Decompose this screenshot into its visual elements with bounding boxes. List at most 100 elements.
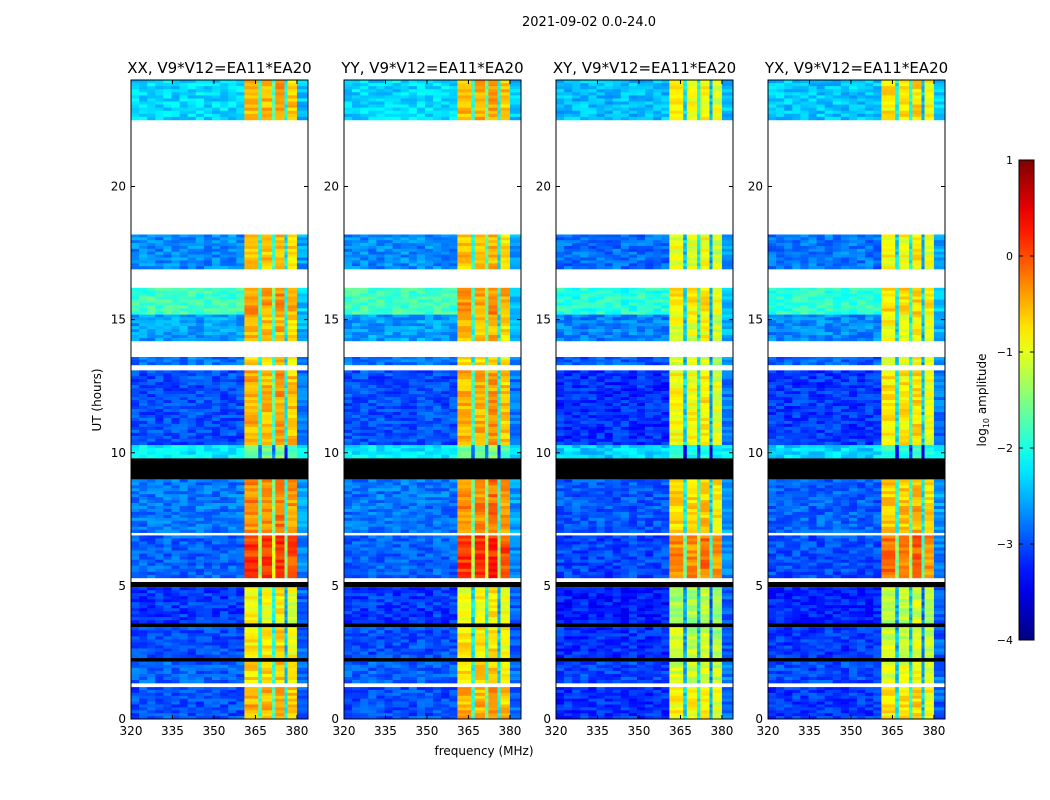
heatmap-cell (485, 553, 489, 557)
heatmap-cell (139, 680, 148, 684)
heatmap-cell (244, 423, 259, 428)
heatmap-cell (236, 320, 245, 324)
heatmap-cell (497, 514, 501, 519)
heatmap-cell (275, 710, 285, 714)
heatmap-cell (236, 544, 245, 548)
heatmap-cell (163, 673, 172, 678)
heatmap-cell (171, 95, 180, 99)
heatmap-cell (155, 394, 164, 398)
heatmap-cell (203, 254, 213, 258)
heatmap-cell (163, 599, 172, 603)
heatmap-cell (244, 571, 259, 576)
heatmap-cell (171, 438, 180, 443)
heatmap-cell (139, 98, 148, 102)
heatmap-cell (497, 565, 501, 570)
heatmap-cell (220, 302, 229, 306)
heatmap-cell (400, 614, 410, 618)
heatmap-cell (284, 639, 288, 643)
heatmap-cell (258, 403, 263, 407)
heatmap-cell (416, 523, 426, 528)
heatmap-cell (275, 302, 285, 306)
heatmap-cell (296, 382, 309, 386)
heatmap-cell (163, 104, 172, 108)
heatmap-cell (471, 661, 476, 666)
heatmap-cell (187, 608, 197, 612)
heatmap-cell (131, 571, 140, 576)
heatmap-cell (449, 617, 458, 621)
heatmap-cell (258, 645, 263, 649)
heatmap-cell (220, 503, 229, 507)
heatmap-cell (509, 661, 522, 666)
heatmap-cell (424, 599, 434, 603)
heatmap-cell (163, 107, 172, 112)
heatmap-cell (416, 687, 426, 691)
heatmap-cell (258, 642, 263, 646)
heatmap-cell (287, 240, 298, 244)
heatmap-cell (449, 526, 458, 530)
heatmap-cell (376, 517, 385, 522)
heatmap-cell (272, 661, 276, 666)
heatmap-cell (187, 707, 197, 711)
heatmap-cell (509, 538, 522, 542)
heatmap-cell (131, 544, 140, 548)
heatmap-cell (474, 701, 486, 705)
heatmap-cell (400, 544, 410, 548)
heatmap-cell (272, 673, 276, 678)
heatmap-cell (400, 648, 410, 652)
heatmap-cell (284, 243, 288, 247)
heatmap-cell (147, 526, 156, 530)
heatmap-cell (203, 689, 213, 694)
heatmap-cell (211, 257, 221, 261)
heatmap-cell (187, 482, 197, 486)
heatmap-cell (228, 337, 237, 342)
heatmap-cell (500, 590, 511, 594)
heatmap-cell (408, 713, 418, 717)
heatmap-cell (272, 544, 276, 548)
heatmap-cell (261, 645, 273, 649)
heatmap-cell (171, 710, 180, 714)
heatmap-cell (147, 411, 156, 416)
heatmap-cell (261, 243, 273, 247)
heatmap-cell (187, 599, 197, 603)
heatmap-cell (287, 420, 298, 425)
heatmap-cell (203, 704, 213, 708)
heatmap-cell (433, 574, 442, 579)
heatmap-cell (296, 517, 309, 522)
heatmap-cell (244, 359, 259, 363)
heatmap-cell (275, 648, 285, 652)
heatmap-cell (352, 370, 361, 374)
heatmap-cell (147, 323, 156, 327)
heatmap-cell (147, 83, 156, 87)
heatmap-cell (474, 680, 486, 684)
heatmap-cell (500, 661, 511, 666)
heatmap-cell (203, 630, 213, 634)
heatmap-cell (376, 503, 385, 507)
heatmap-cell (433, 664, 442, 669)
heatmap-cell (275, 245, 285, 250)
heatmap-cell (220, 673, 229, 678)
heatmap-cell (236, 687, 245, 691)
heatmap-cell (258, 704, 263, 708)
heatmap-cell (147, 698, 156, 702)
heatmap-cell (344, 651, 353, 656)
heatmap-cell (416, 526, 426, 530)
heatmap-cell (179, 234, 188, 238)
heatmap-cell (284, 689, 288, 694)
heatmap-cell (258, 308, 263, 312)
heatmap-cell (261, 451, 273, 456)
flagged-row (344, 581, 521, 588)
heatmap-cell (296, 611, 309, 615)
heatmap-cell (287, 571, 298, 576)
heatmap-cell (500, 448, 511, 452)
heatmap-cell (171, 716, 180, 720)
heatmap-cell (449, 704, 458, 708)
heatmap-cell (187, 408, 197, 413)
heatmap-cell (220, 553, 229, 557)
heatmap-cell (228, 254, 237, 258)
heatmap-cell (272, 599, 276, 603)
heatmap-cell (272, 432, 276, 437)
heatmap-cell (457, 645, 472, 649)
heatmap-cell (195, 373, 205, 377)
heatmap-cell (147, 523, 156, 528)
heatmap-cell (287, 408, 298, 413)
